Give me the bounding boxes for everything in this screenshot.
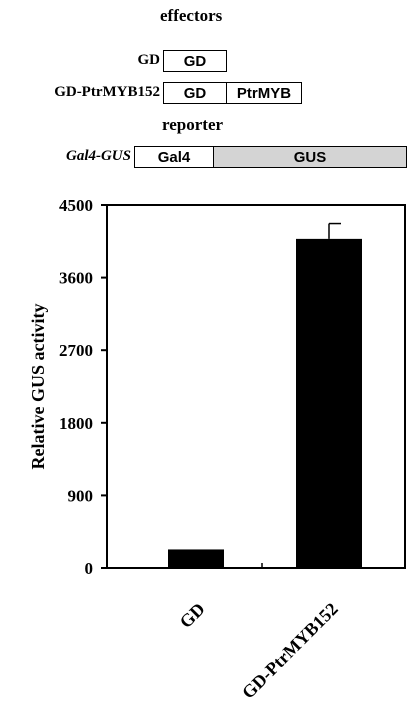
y-axis-label: Relative GUS activity <box>28 304 48 470</box>
reporter-heading: reporter <box>162 115 224 134</box>
gal4-box: Gal4 <box>134 146 214 168</box>
fusion-construct-label: GD-PtrMYB152 <box>54 84 160 100</box>
chart-y-ticks: 0 900 1800 2700 3600 4500 <box>59 196 107 578</box>
fusion-ptrmyb-box: PtrMYB <box>226 82 302 104</box>
reporter-construct-label: Gal4-GUS <box>65 148 131 164</box>
y-tick-label: 4500 <box>59 196 93 215</box>
y-tick-label: 3600 <box>59 269 93 288</box>
bar <box>168 549 224 568</box>
y-tick-label: 900 <box>68 486 94 505</box>
plot-frame <box>106 204 406 569</box>
x-tick-label: GD <box>176 599 209 632</box>
gus-box: GUS <box>213 146 407 168</box>
y-tick-label: 1800 <box>59 414 93 433</box>
y-tick-label: 0 <box>85 559 94 578</box>
x-tick-label: GD-PtrMYB152 <box>238 599 342 703</box>
bar <box>296 238 362 568</box>
chart-bars <box>168 222 362 568</box>
gd-construct-label: GD <box>137 52 161 68</box>
y-tick-label: 2700 <box>59 341 93 360</box>
effectors-heading: effectors <box>160 6 223 25</box>
gus-activity-chart: 0 900 1800 2700 3600 4500 GD GD-PtrMYB152 Rela… <box>28 196 406 703</box>
chart-axes <box>106 204 406 569</box>
gd-domain-box: GD <box>163 50 227 72</box>
fusion-gd-box: GD <box>163 82 227 104</box>
chart-x-tick-labels: GD GD-PtrMYB152 <box>176 599 342 703</box>
